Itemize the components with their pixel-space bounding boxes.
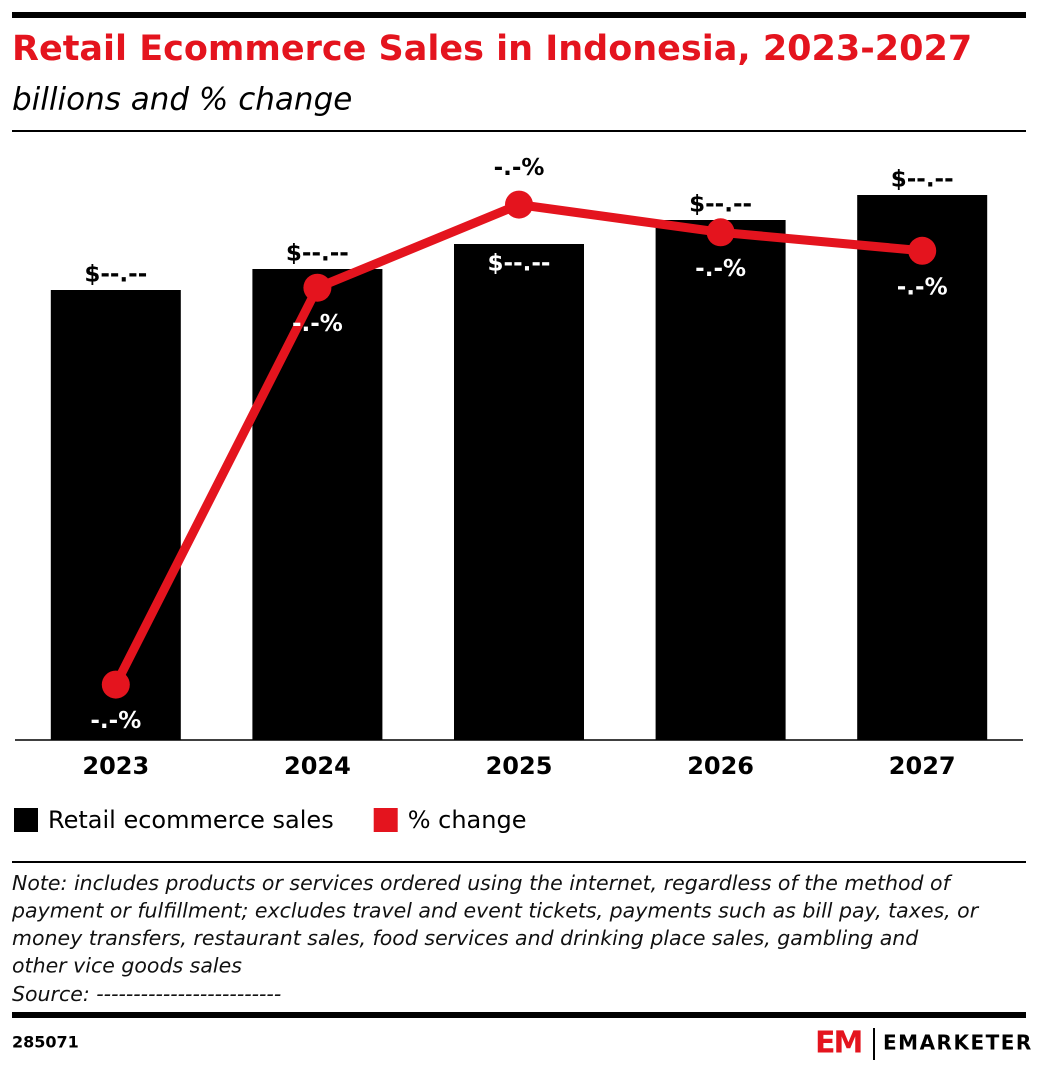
line-point (303, 273, 332, 302)
chart-subtitle: billions and % change (12, 82, 352, 118)
legend-swatch (14, 808, 38, 832)
logo-mark: EM (815, 1026, 861, 1061)
bar (50, 290, 181, 740)
line-value-label: -.-% (695, 256, 746, 282)
bar-value-label: $--.-- (689, 192, 752, 218)
bar-value-label: $--.-- (84, 262, 147, 288)
note: other vice goods sales (12, 954, 242, 978)
chart-id: 285071 (12, 1033, 79, 1052)
rule (12, 861, 1026, 863)
x-tick-label: 2023 (82, 752, 149, 780)
bar (655, 220, 786, 740)
bar (252, 269, 383, 740)
chart-title: Retail Ecommerce Sales in Indonesia, 202… (12, 29, 972, 69)
line-point (505, 190, 533, 219)
rule (12, 130, 1026, 132)
top-rule (12, 12, 1026, 18)
bar (454, 244, 584, 740)
line-value-label: -.-% (292, 311, 343, 337)
source: Source: ------------------------- (12, 982, 281, 1006)
brand: EMARKETER (883, 1031, 1033, 1055)
x-tick-label: 2024 (284, 752, 351, 780)
note: money transfers, restaurant sales, food … (12, 926, 919, 950)
bottom-rule (12, 1012, 1026, 1018)
line-point (908, 236, 937, 265)
x-tick-label: 2027 (889, 752, 956, 780)
x-tick-label: 2026 (687, 752, 754, 780)
line-point (706, 218, 735, 247)
line-value-label: -.-% (494, 155, 545, 181)
line-point (101, 670, 130, 699)
bar-value-label: $--.-- (286, 241, 349, 267)
note: payment or fulfillment; excludes travel … (11, 899, 980, 923)
logo-divider (873, 1028, 875, 1060)
line-value-label: -.-% (90, 708, 141, 734)
legend-label: Retail ecommerce sales (48, 806, 334, 834)
legend-label: % change (408, 806, 527, 834)
bar-value-label: $--.-- (488, 251, 551, 277)
note: Note: includes products or services orde… (12, 871, 953, 895)
line-value-label: -.-% (897, 274, 948, 300)
legend-swatch (373, 808, 398, 832)
x-tick-label: 2025 (486, 752, 553, 780)
bar (857, 195, 988, 740)
bar-value-label: $--.-- (891, 167, 954, 193)
